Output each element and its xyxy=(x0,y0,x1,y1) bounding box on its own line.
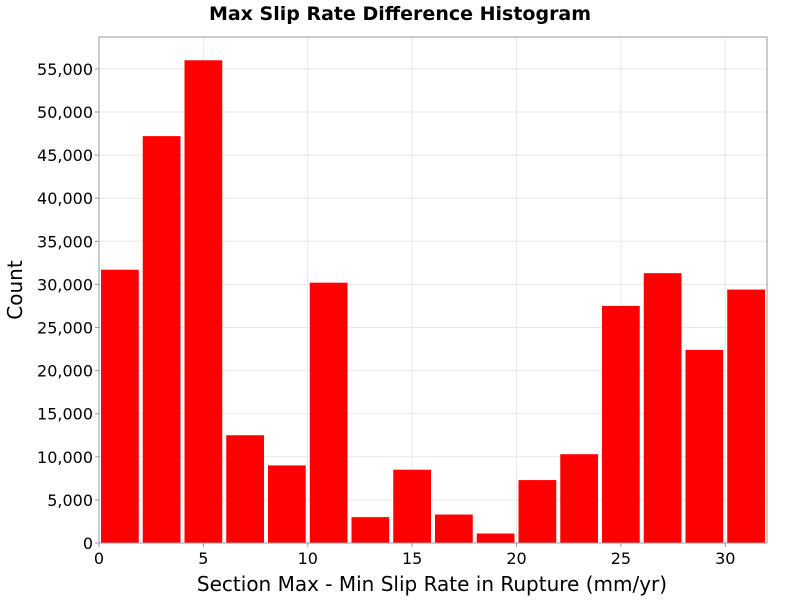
y-tick-label: 30,000 xyxy=(37,275,93,294)
histogram-bar xyxy=(351,517,390,543)
histogram-bar xyxy=(268,465,306,543)
histogram-bar xyxy=(727,289,765,543)
y-tick-label: 20,000 xyxy=(37,362,93,381)
y-tick-label: 50,000 xyxy=(37,103,93,122)
x-tick-label: 5 xyxy=(198,549,208,568)
histogram-bar xyxy=(685,349,724,543)
histogram-bar xyxy=(393,469,431,543)
histogram-bar xyxy=(476,533,515,543)
y-tick-label: 55,000 xyxy=(37,60,93,79)
histogram-bar xyxy=(560,454,598,543)
y-tick-label: 5,000 xyxy=(47,491,93,510)
x-tick-label: 10 xyxy=(298,549,318,568)
y-tick-label: 10,000 xyxy=(37,448,93,467)
histogram-bar xyxy=(643,273,682,543)
chart-title: Max Slip Rate Difference Histogram xyxy=(209,3,591,25)
histogram-bar xyxy=(602,305,640,543)
y-tick-label: 15,000 xyxy=(37,405,93,424)
histogram-bar xyxy=(226,435,264,543)
histogram-bar xyxy=(435,514,473,543)
bars-layer xyxy=(101,60,765,544)
y-tick-label: 35,000 xyxy=(37,232,93,251)
histogram-bar xyxy=(518,480,557,543)
x-tick-label: 25 xyxy=(611,549,631,568)
y-tick-label: 40,000 xyxy=(37,189,93,208)
y-axis-ticks: 0 5,000 10,000 15,000 20,000 25,000 30,000 35,0… xyxy=(37,60,99,553)
histogram-bar xyxy=(101,269,139,543)
x-tick-label: 0 xyxy=(94,549,104,568)
y-axis-label: Count xyxy=(3,260,27,320)
y-tick-label: 45,000 xyxy=(37,146,93,165)
x-tick-label: 15 xyxy=(402,549,422,568)
histogram-bar xyxy=(184,60,223,543)
y-tick-label: 0 xyxy=(83,534,93,553)
x-tick-label: 30 xyxy=(715,549,735,568)
histogram-bar xyxy=(309,282,348,543)
x-axis-ticks: 0 5 10 15 20 25 30 xyxy=(94,543,735,568)
y-tick-label: 25,000 xyxy=(37,318,93,337)
x-tick-label: 20 xyxy=(506,549,526,568)
plot-area-border xyxy=(98,36,768,544)
x-axis-label: Section Max - Min Slip Rate in Rupture (… xyxy=(197,572,667,596)
histogram-bar xyxy=(142,136,181,544)
